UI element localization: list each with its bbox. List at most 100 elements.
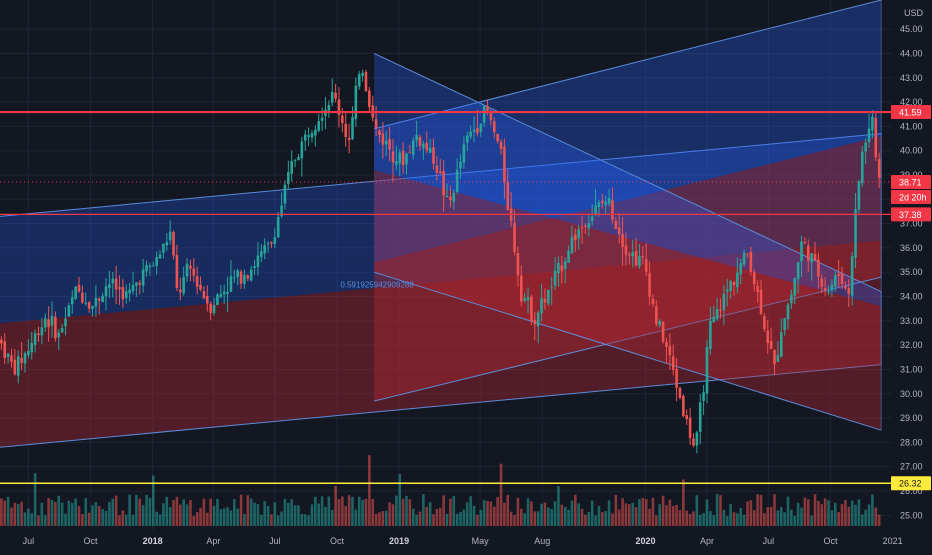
volume-bar <box>84 498 88 526</box>
candle-body <box>837 273 840 276</box>
candle-body <box>310 133 314 138</box>
volume-bar <box>830 510 834 526</box>
time-axis[interactable]: Jul Oct 2018 Apr Jul Oct 2019 May Aug 2020 Apr Jul O… <box>23 536 903 546</box>
volume-bar <box>580 509 584 526</box>
volume-bar <box>168 506 172 526</box>
candle-body <box>746 253 749 255</box>
candle-body <box>212 305 216 313</box>
candle-body <box>722 293 726 311</box>
y-tick-label: 34.00 <box>900 292 923 302</box>
volume-bar <box>557 486 560 526</box>
candle-body <box>638 255 641 267</box>
candle-body <box>692 438 695 446</box>
volume-bar <box>520 508 523 526</box>
volume-bar <box>553 501 557 526</box>
candle-body <box>128 289 131 294</box>
candle-body <box>256 255 260 267</box>
volume-bar <box>803 497 807 526</box>
candle-body <box>709 320 712 350</box>
candle-body <box>820 278 824 287</box>
channel-lower-band[interactable] <box>0 240 882 448</box>
volume-bar <box>479 509 483 526</box>
channel-upper-band[interactable] <box>374 53 882 307</box>
candle-body <box>435 165 439 173</box>
candle-body <box>175 255 179 289</box>
volume-bar <box>131 514 135 526</box>
grid <box>0 0 892 530</box>
volume-bar <box>324 507 327 526</box>
channel-upper-band[interactable] <box>374 0 882 263</box>
volume-bar <box>182 499 185 526</box>
volume-bar <box>675 504 678 526</box>
price-label: 26.32 <box>899 479 922 489</box>
volume-bar <box>371 498 375 526</box>
horizontal-lines[interactable] <box>0 110 892 484</box>
volume-bar <box>307 515 310 526</box>
channel-boundary-line[interactable] <box>0 133 882 217</box>
channel-lower-band[interactable] <box>374 136 882 402</box>
volume-bar <box>425 506 429 526</box>
x-tick-label: Apr <box>700 536 714 546</box>
volume-bar <box>499 463 503 526</box>
candle-body <box>314 129 317 136</box>
volume-bar <box>270 514 273 526</box>
volume-bar <box>40 502 44 526</box>
channel-boundary-line[interactable] <box>373 271 882 431</box>
volume-bar <box>695 495 699 526</box>
volume-bar <box>20 501 23 526</box>
volume-bar <box>712 515 716 526</box>
candle-body <box>810 253 813 263</box>
candle-body <box>334 92 337 99</box>
candle-body <box>779 332 783 357</box>
candle-body <box>168 231 172 241</box>
candle-body <box>47 319 50 328</box>
volume-bar <box>638 499 641 526</box>
volume-bar <box>469 496 472 526</box>
candle-body <box>317 121 321 131</box>
candle-body <box>101 295 104 303</box>
channel-boundary-line[interactable] <box>373 53 882 293</box>
volume-bar <box>833 502 837 526</box>
candle-body <box>449 196 452 201</box>
volume-bar <box>641 497 645 526</box>
candle-body <box>580 227 584 229</box>
x-tick-label: Jul <box>269 536 281 546</box>
y-tick-label: 41.00 <box>900 121 923 131</box>
volume-bar <box>165 496 169 526</box>
candle-body <box>563 261 567 269</box>
volume-bar <box>253 502 256 526</box>
candle-body <box>121 286 125 300</box>
volume-bar <box>202 498 206 526</box>
volume-bar <box>381 511 385 526</box>
candle-body <box>763 315 766 330</box>
candle-body <box>773 350 776 365</box>
candle-body <box>236 270 239 278</box>
price-axis[interactable]: USD 25.00 26.00 27.00 28.00 29.00 30.00 31.00 3… <box>892 0 932 550</box>
candle-body <box>523 298 526 301</box>
candle-body <box>199 284 202 290</box>
channel-lower-band[interactable] <box>374 170 882 431</box>
regression-channels[interactable] <box>0 0 882 448</box>
candle-body <box>111 278 115 284</box>
candle-body <box>158 254 162 259</box>
channel-boundary-line[interactable] <box>373 276 882 402</box>
volume-bars <box>0 455 881 526</box>
channel-upper-band[interactable] <box>0 133 882 324</box>
y-tick-label: 29.00 <box>900 413 923 423</box>
channel-boundary-line[interactable] <box>0 364 882 448</box>
channel-boundary-line[interactable] <box>373 0 882 130</box>
volume-bar <box>60 502 64 526</box>
volume-bar <box>810 515 813 526</box>
volume-bar <box>827 500 830 526</box>
candle-body <box>601 200 604 204</box>
candle-body <box>671 356 675 370</box>
candle-body <box>877 159 881 178</box>
volume-bar <box>614 494 618 526</box>
volume-bar <box>523 513 526 526</box>
candle-body <box>587 222 591 229</box>
candle-body <box>499 141 503 149</box>
candle-body <box>202 290 206 299</box>
candle-body <box>3 341 7 359</box>
